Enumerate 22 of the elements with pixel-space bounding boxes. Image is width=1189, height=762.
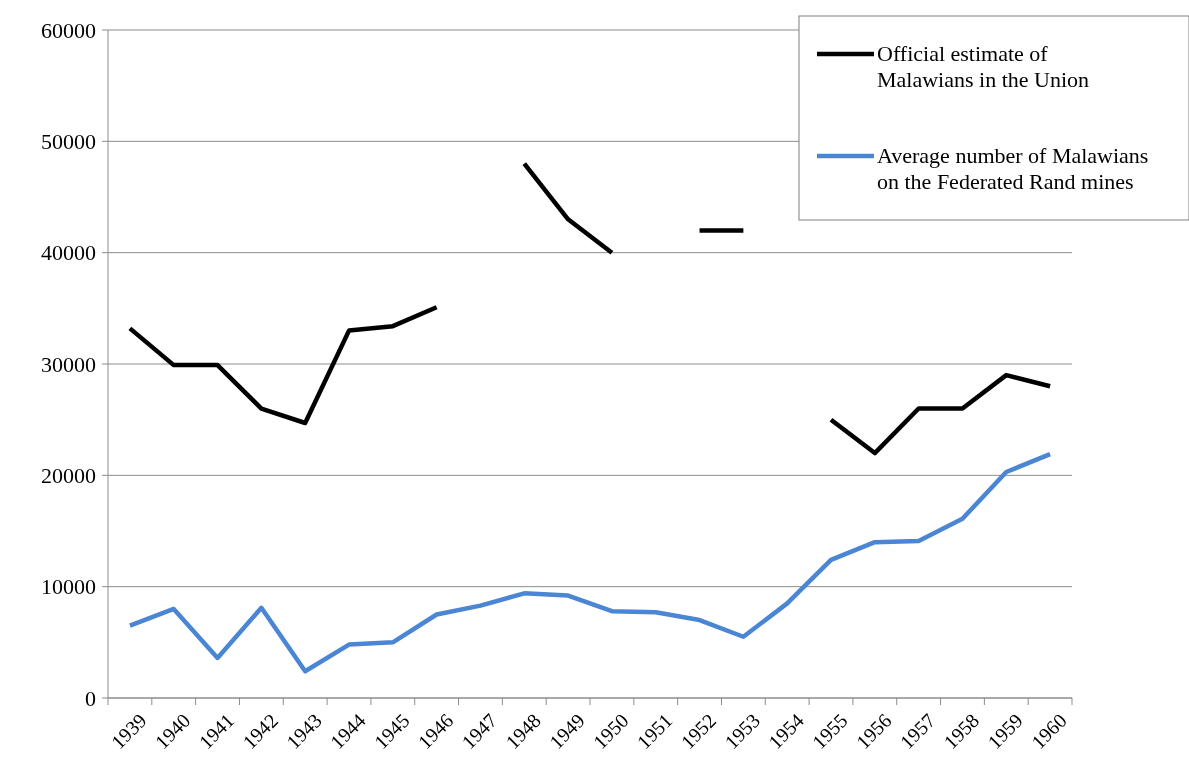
x-tick-label: 1939 [106,709,151,754]
x-tick-label: 1952 [676,709,721,754]
x-tick-label: 1940 [150,709,195,754]
x-tick-label: 1943 [282,709,326,754]
x-tick-label: 1941 [194,709,239,754]
x-tick-label: 1950 [588,709,633,754]
y-tick-label: 60000 [41,17,96,43]
line-series [127,451,1053,674]
x-tick-label: 1951 [632,709,677,754]
legend-label: Official estimate of Malawians in the Union [877,41,1090,92]
legend-label: Average number of Malawians on the Federated Rand mines [877,143,1149,194]
y-tick-label: 0 [85,685,96,711]
y-tick-label: 40000 [41,240,96,266]
x-tick-label: 1942 [238,709,283,754]
y-tick-label: 10000 [41,574,96,600]
x-tick-label: 1959 [983,709,1027,754]
y-tick-label: 50000 [41,129,96,155]
x-tick-label: 1960 [1026,709,1071,754]
x-tick-label: 1949 [544,709,589,754]
y-tick-label: 30000 [41,351,96,377]
x-tick-label: 1948 [501,709,545,754]
y-tick-label: 20000 [41,463,96,489]
